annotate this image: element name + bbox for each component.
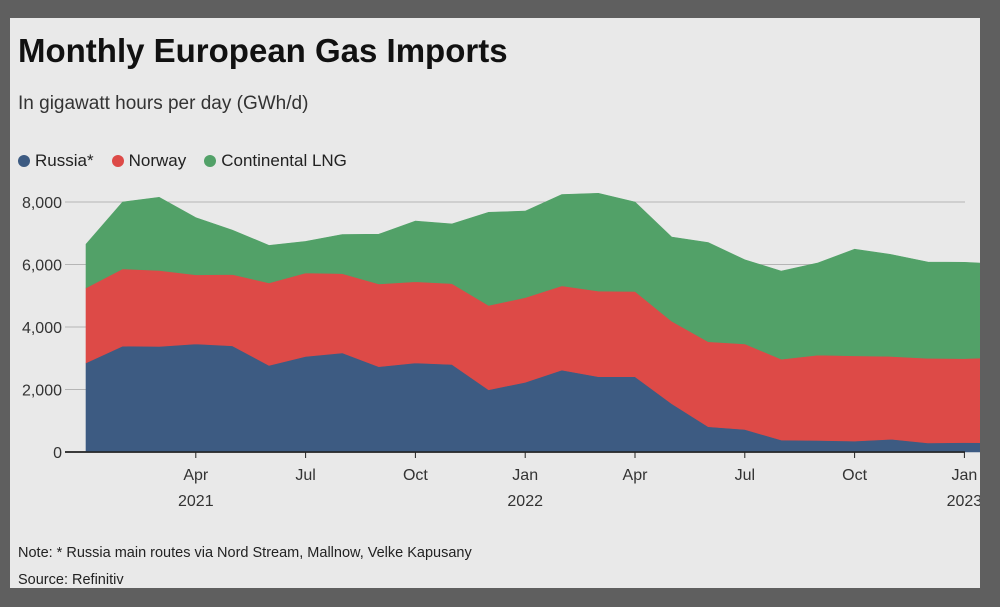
source-note: Source: Refinitiv [18, 572, 124, 588]
y-tick-label: 6,000 [22, 258, 62, 275]
area-chart: 0 2,000 4,000 6,000 8,000 Apr 2021 Jul Oct Jan 202… [22, 192, 980, 510]
legend-label-norway: Norway [128, 151, 187, 170]
x-tick-month: Jul [735, 467, 755, 484]
x-tick-year: 2023 [947, 493, 980, 510]
y-tick-label: 8,000 [22, 195, 62, 212]
x-tick-year: 2021 [178, 493, 214, 510]
legend-swatch-norway [111, 155, 124, 167]
legend-swatch-lng [204, 155, 217, 167]
legend-label-russia: Russia* [35, 151, 94, 170]
area-lng [85, 192, 980, 360]
x-tick-month: Jul [295, 467, 315, 484]
x-tick-year: 2022 [507, 493, 543, 510]
y-tick-label: 0 [53, 445, 62, 462]
legend: Russia* Norway Continental LNG [18, 151, 347, 171]
legend-label-lng: Continental LNG [221, 151, 347, 170]
x-tick-month: Oct [403, 467, 428, 484]
chart-subtitle: In gigawatt hours per day (GWh/d) [18, 93, 309, 114]
y-tick-label: 2,000 [22, 383, 62, 400]
footnote: Note: * Russia main routes via Nord Stre… [18, 545, 472, 561]
y-tick-label: 4,000 [22, 320, 62, 337]
legend-swatch-russia [18, 155, 30, 167]
chart-title: Monthly European Gas Imports [18, 32, 508, 69]
x-tick-month: Oct [842, 467, 867, 484]
notes: Note: * Russia main routes via Nord Stre… [18, 540, 472, 594]
x-tick-month: Jan [952, 467, 978, 484]
x-tick-month: Apr [623, 467, 649, 484]
x-tick-month: Apr [183, 467, 209, 484]
chart-panel: Monthly European Gas Imports In gigawatt… [10, 18, 980, 588]
legend-item-norway: Norway [111, 151, 187, 171]
x-tick-month: Jan [512, 467, 538, 484]
legend-item-lng: Continental LNG [204, 151, 347, 171]
legend-item-russia: Russia* [18, 151, 94, 171]
